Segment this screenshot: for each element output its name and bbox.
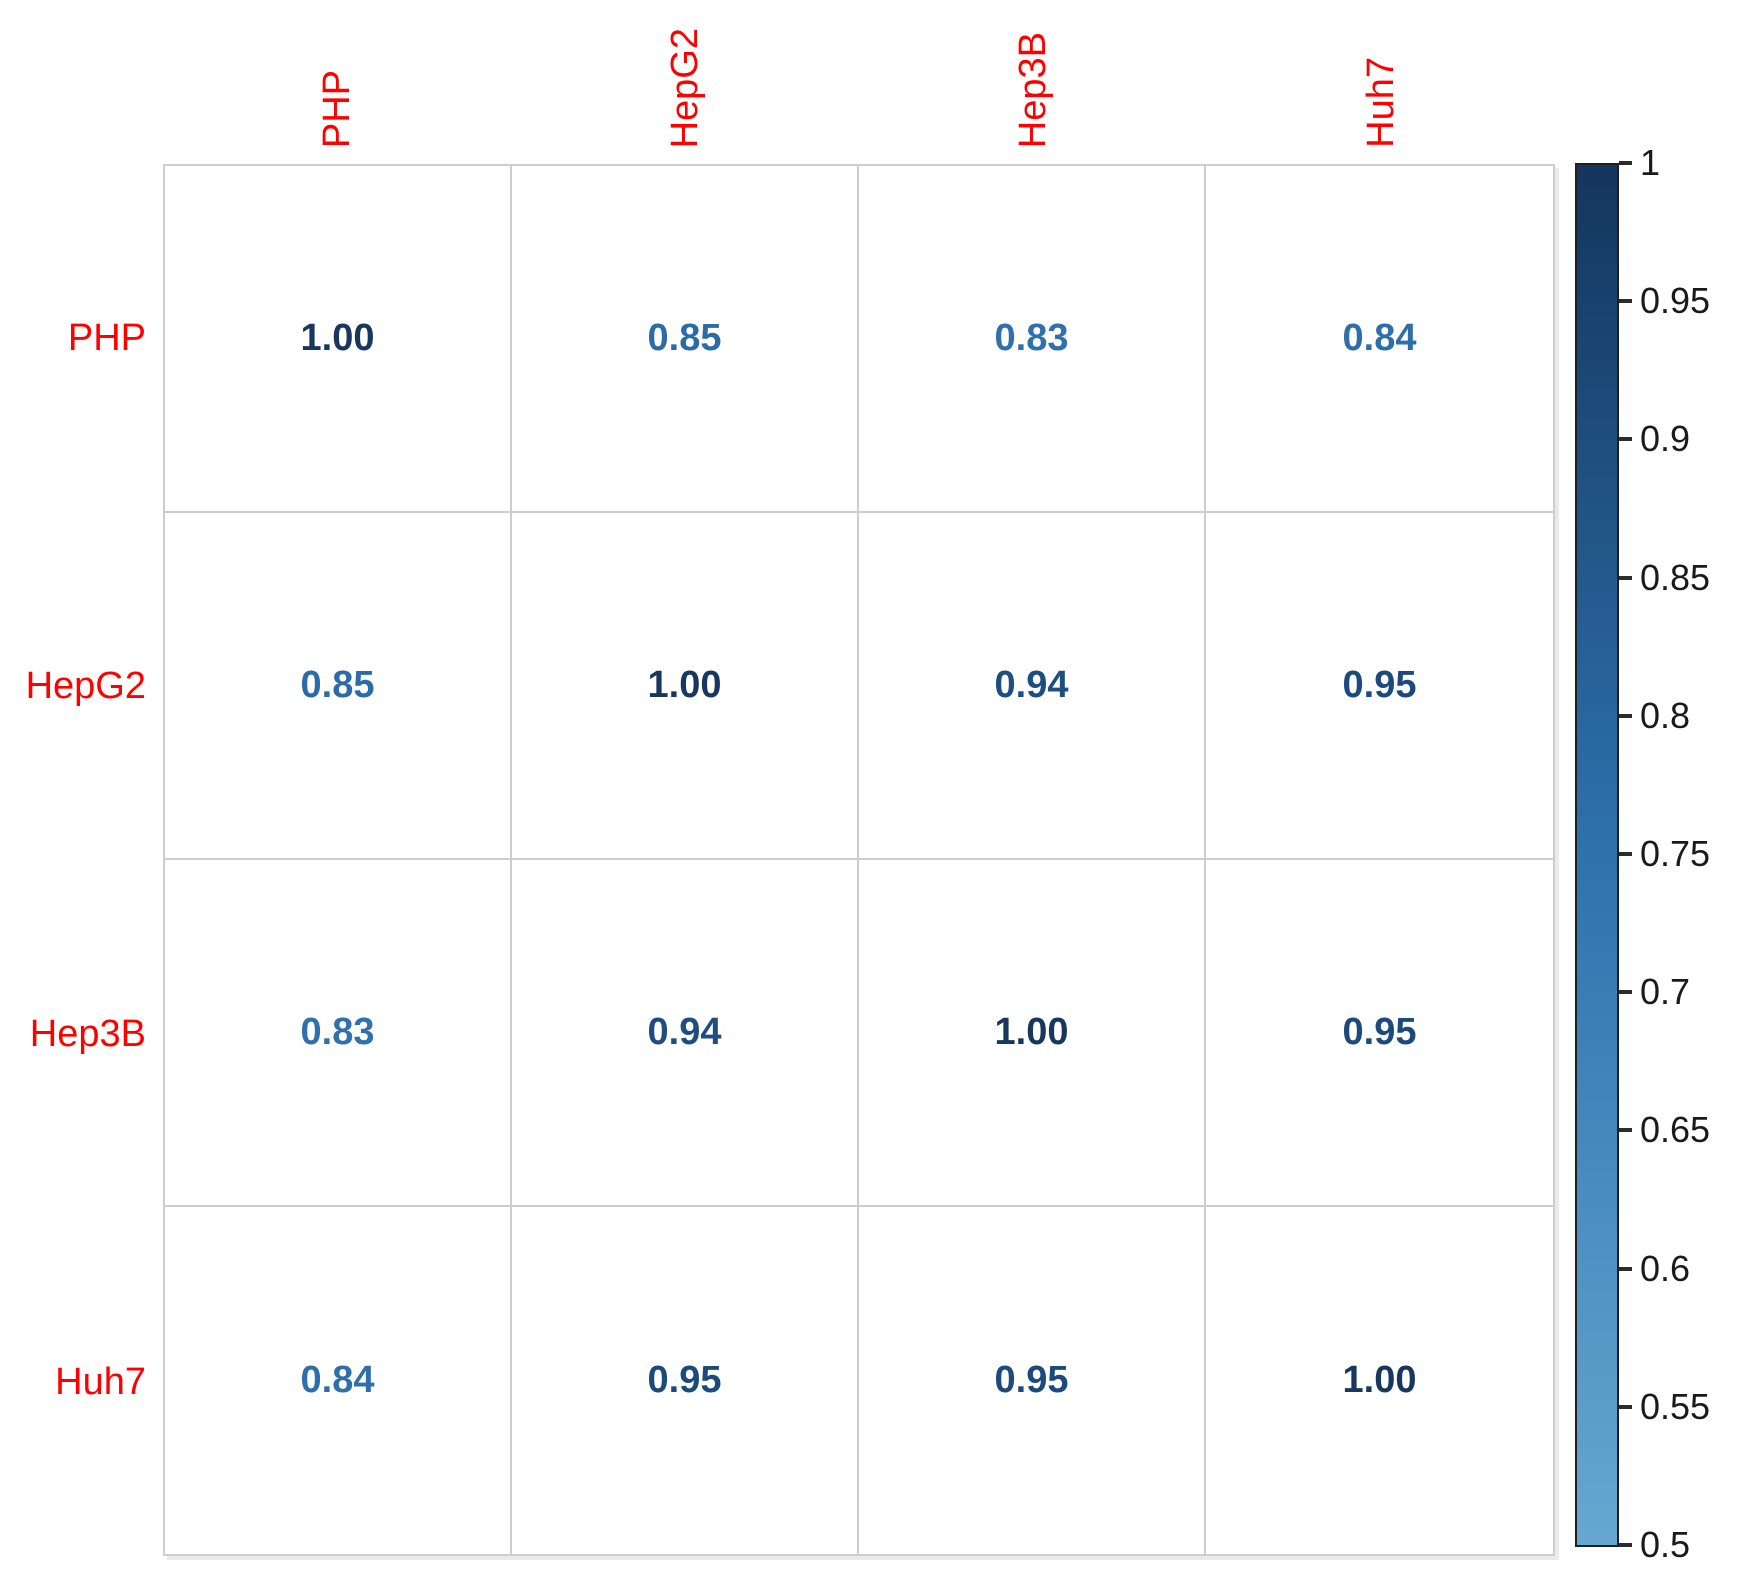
- colorbar-tick-label-0.95: 0.95: [1640, 280, 1711, 322]
- matrix-cell-HepG2-Hep3B: 0.94: [859, 513, 1206, 860]
- colorbar-tick-label-0.7: 0.7: [1640, 971, 1691, 1013]
- colorbar-tick-mark: [1619, 990, 1632, 995]
- column-label-text: Huh7: [1360, 57, 1402, 148]
- colorbar-tick-mark: [1619, 852, 1632, 856]
- row-label-Huh7: Huh7: [55, 1360, 146, 1403]
- matrix-cell-Hep3B-Hep3B: 1.00: [859, 860, 1206, 1207]
- colorbar-tick-label-1: 1: [1640, 142, 1661, 183]
- colorbar-tick-label-0.75: 0.75: [1640, 833, 1711, 874]
- column-label-text: Hep3B: [1012, 31, 1054, 148]
- colorbar-tick-label-0.6: 0.6: [1640, 1247, 1691, 1289]
- colorbar-tick-mark: [1619, 1404, 1632, 1409]
- colorbar-gradient: [1575, 163, 1619, 1547]
- colorbar-tick-mark: [1619, 437, 1632, 442]
- colorbar-tick-mark: [1619, 1266, 1632, 1271]
- colorbar-tick-label-0.85: 0.85: [1640, 556, 1711, 598]
- colorbar-tick-label-0.55: 0.55: [1640, 1385, 1711, 1427]
- matrix-cell-Hep3B-PHP: 0.83: [165, 860, 512, 1207]
- matrix-cell-Hep3B-Huh7: 0.95: [1206, 860, 1553, 1207]
- colorbar-tick-label-0.5: 0.5: [1640, 1524, 1691, 1565]
- column-label-text: HepG2: [664, 27, 706, 148]
- column-label-text: PHP: [316, 69, 358, 148]
- matrix-cell-PHP-Hep3B: 0.83: [859, 166, 1206, 513]
- matrix-cell-Huh7-Huh7: 1.00: [1206, 1207, 1553, 1554]
- colorbar-tick-label-0.9: 0.9: [1640, 418, 1691, 460]
- matrix-cell-Hep3B-HepG2: 0.94: [512, 860, 859, 1207]
- matrix-cell-PHP-PHP: 1.00: [165, 166, 512, 513]
- matrix-cell-PHP-HepG2: 0.85: [512, 166, 859, 513]
- row-label-Hep3B: Hep3B: [29, 1012, 146, 1055]
- column-label-PHP: PHP: [163, 0, 511, 148]
- colorbar-tick-mark: [1619, 575, 1632, 580]
- row-label-PHP: PHP: [67, 316, 146, 359]
- colorbar-tick-label-0.8: 0.8: [1640, 694, 1691, 736]
- colorbar-tick-mark: [1619, 299, 1632, 304]
- matrix-cell-Huh7-HepG2: 0.95: [512, 1207, 859, 1554]
- column-label-Huh7: Huh7: [1207, 0, 1555, 148]
- correlation-grid: 1.00 0.85 0.83 0.84 0.85 1.00 0.94 0.95 0.83 0.94…: [163, 164, 1555, 1556]
- colorbar-tick-label-0.65: 0.65: [1640, 1109, 1711, 1151]
- matrix-cell-PHP-Huh7: 0.84: [1206, 166, 1553, 513]
- column-label-HepG2: HepG2: [511, 0, 859, 148]
- row-label-HepG2: HepG2: [25, 664, 146, 707]
- column-label-Hep3B: Hep3B: [859, 0, 1207, 148]
- matrix-cell-HepG2-HepG2: 1.00: [512, 513, 859, 860]
- matrix-cell-HepG2-PHP: 0.85: [165, 513, 512, 860]
- colorbar-tick-mark: [1619, 161, 1632, 165]
- matrix-cell-Huh7-PHP: 0.84: [165, 1207, 512, 1554]
- matrix-cell-Huh7-Hep3B: 0.95: [859, 1207, 1206, 1554]
- colorbar-tick-mark: [1619, 1543, 1632, 1547]
- colorbar-tick-mark: [1619, 1128, 1632, 1133]
- colorbar-tick-mark: [1619, 713, 1632, 718]
- matrix-cell-HepG2-Huh7: 0.95: [1206, 513, 1553, 860]
